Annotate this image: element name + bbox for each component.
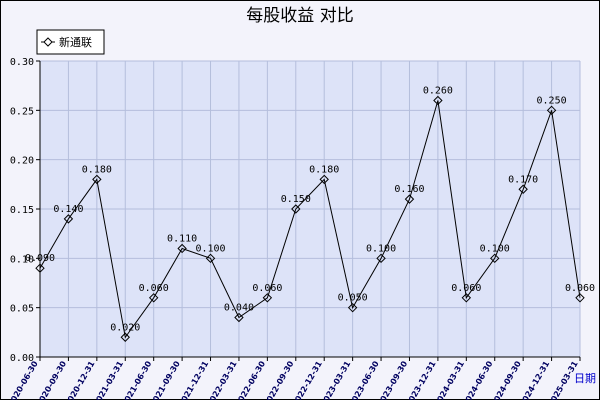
x-tick-label: 2023-09-30 <box>376 359 410 400</box>
data-label: 0.040 <box>224 303 254 314</box>
x-tick-label: 2022-12-31 <box>291 359 325 400</box>
data-label: 0.110 <box>167 233 197 244</box>
x-tick-label: 2021-09-30 <box>148 359 182 400</box>
chart-title: 每股收益 对比 <box>246 6 353 26</box>
legend-marker <box>43 37 53 47</box>
data-label: 0.150 <box>281 194 311 205</box>
legend-label: 新通联 <box>59 35 92 49</box>
data-label: 0.100 <box>480 243 510 254</box>
data-label: 0.140 <box>53 204 83 215</box>
data-label: 0.260 <box>423 85 453 96</box>
data-label: 0.060 <box>451 283 481 294</box>
y-tick-label: 0.10 <box>10 254 34 265</box>
data-point <box>575 293 585 303</box>
data-label: 0.180 <box>309 164 339 175</box>
y-tick-label: 0.30 <box>10 57 34 68</box>
data-point <box>546 105 557 116</box>
x-tick-label: 2024-06-30 <box>461 359 495 400</box>
data-point <box>518 184 528 194</box>
x-tick-label: 2022-09-30 <box>262 359 296 400</box>
data-point <box>148 293 159 303</box>
y-tick-label: 0.15 <box>10 205 34 216</box>
data-point <box>347 302 358 313</box>
x-tick-label: 2024-03-31 <box>433 359 467 400</box>
data-point <box>291 204 301 214</box>
data-point <box>490 253 500 264</box>
data-label: 0.060 <box>139 283 169 294</box>
data-label: 0.160 <box>394 184 424 195</box>
x-tick-label: 2022-03-31 <box>205 359 239 400</box>
x-tick-label: 2020-06-30 <box>6 359 40 400</box>
data-label: 0.170 <box>508 174 538 185</box>
data-label: 0.050 <box>338 293 368 304</box>
series-line <box>39 100 581 339</box>
data-point <box>433 95 443 106</box>
data-label: 0.060 <box>565 283 595 294</box>
data-point <box>205 253 216 264</box>
data-label: 0.100 <box>195 243 225 254</box>
data-label: 0.020 <box>110 322 140 333</box>
x-tick-label: 2023-03-31 <box>319 359 353 400</box>
legend-box <box>36 29 105 55</box>
y-tick-label: 0.05 <box>10 304 34 315</box>
data-point <box>92 174 102 185</box>
x-tick-label: 2021-03-31 <box>92 359 126 400</box>
y-tick-label: 0.20 <box>10 156 34 167</box>
data-point <box>262 293 273 303</box>
x-tick-label: 2024-09-30 <box>490 359 524 400</box>
data-point <box>234 312 244 323</box>
x-tick-label: 2020-09-30 <box>35 359 69 400</box>
data-point <box>376 253 386 264</box>
x-tick-label: 2021-06-30 <box>120 359 154 400</box>
data-label: 0.060 <box>252 283 282 294</box>
x-tick-label: 2021-12-31 <box>177 359 211 400</box>
data-label: 0.090 <box>25 253 55 264</box>
x-tick-label: 2020-12-31 <box>63 359 97 400</box>
data-point <box>177 243 187 254</box>
data-point <box>404 194 415 204</box>
x-tick-label: 2023-06-30 <box>347 359 381 400</box>
x-tick-label: 2024-12-31 <box>518 359 552 400</box>
x-tick-label: 2023-12-31 <box>404 359 438 400</box>
x-axis-label: 日期 <box>574 372 596 385</box>
data-point <box>461 293 472 303</box>
x-tick-label: 2022-06-30 <box>234 359 268 400</box>
data-point <box>35 263 45 273</box>
data-point <box>63 214 74 224</box>
y-tick-label: 0.25 <box>10 106 34 117</box>
data-label: 0.100 <box>366 243 396 254</box>
data-label: 0.180 <box>82 164 112 175</box>
data-label: 0.250 <box>537 95 567 106</box>
data-point <box>319 174 329 185</box>
y-tick-label: 0.00 <box>10 353 34 364</box>
data-point <box>120 332 130 342</box>
